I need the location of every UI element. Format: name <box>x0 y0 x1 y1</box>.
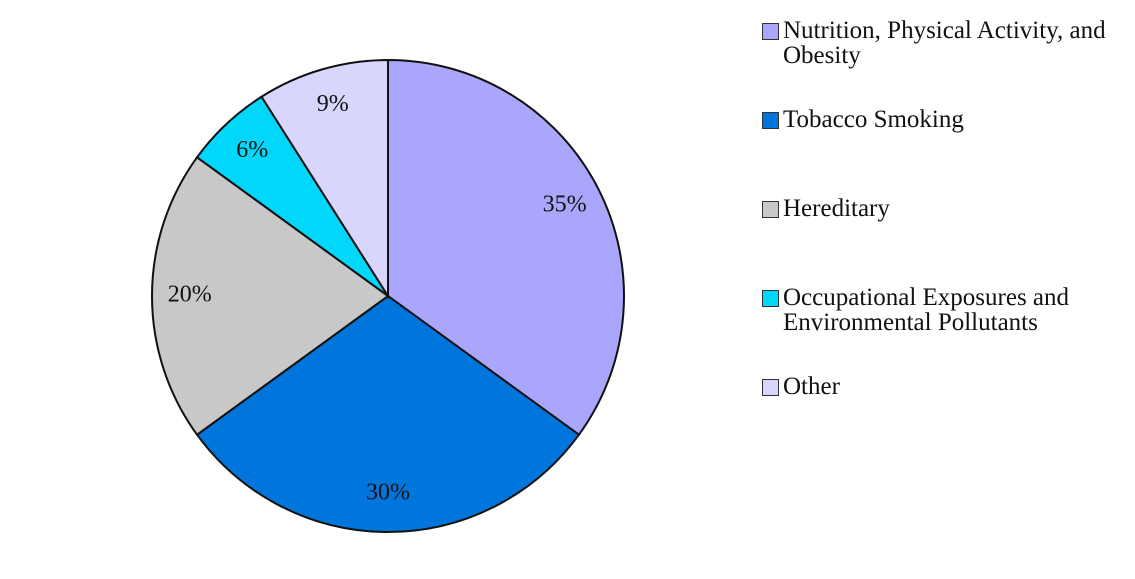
pie-slice <box>195 294 581 533</box>
legend-swatch <box>762 23 779 40</box>
legend-entry: Hereditary <box>762 196 1132 221</box>
data-label: 35% <box>543 192 587 218</box>
legend-swatch <box>762 201 779 218</box>
legend-entry: Occupational Exposures and Environmental… <box>762 285 1132 335</box>
data-label: 20% <box>168 282 212 308</box>
legend-label: Occupational Exposures and Environmental… <box>783 284 1070 336</box>
legend-swatch <box>762 112 779 129</box>
legend-entry: Tobacco Smoking <box>762 107 1132 132</box>
legend-entry: Other <box>762 374 1132 399</box>
data-label: 6% <box>236 137 268 163</box>
legend-label: Other <box>783 373 840 400</box>
pie-slice <box>151 155 390 437</box>
pie-area: 35% 30% 20% 6% 9% <box>151 58 625 533</box>
legend-swatch <box>762 290 779 307</box>
legend-label: Hereditary <box>783 195 890 222</box>
legend-label: Nutrition, Physical Activity, and Obesit… <box>783 17 1106 69</box>
pie-slice <box>260 58 389 300</box>
pie-slice <box>387 58 625 437</box>
legend-entry: Nutrition, Physical Activity, and Obesit… <box>762 18 1132 68</box>
legend-label: Tobacco Smoking <box>783 106 964 133</box>
data-label: 9% <box>317 91 349 117</box>
legend-swatch <box>762 379 779 396</box>
data-label: 30% <box>366 480 410 506</box>
